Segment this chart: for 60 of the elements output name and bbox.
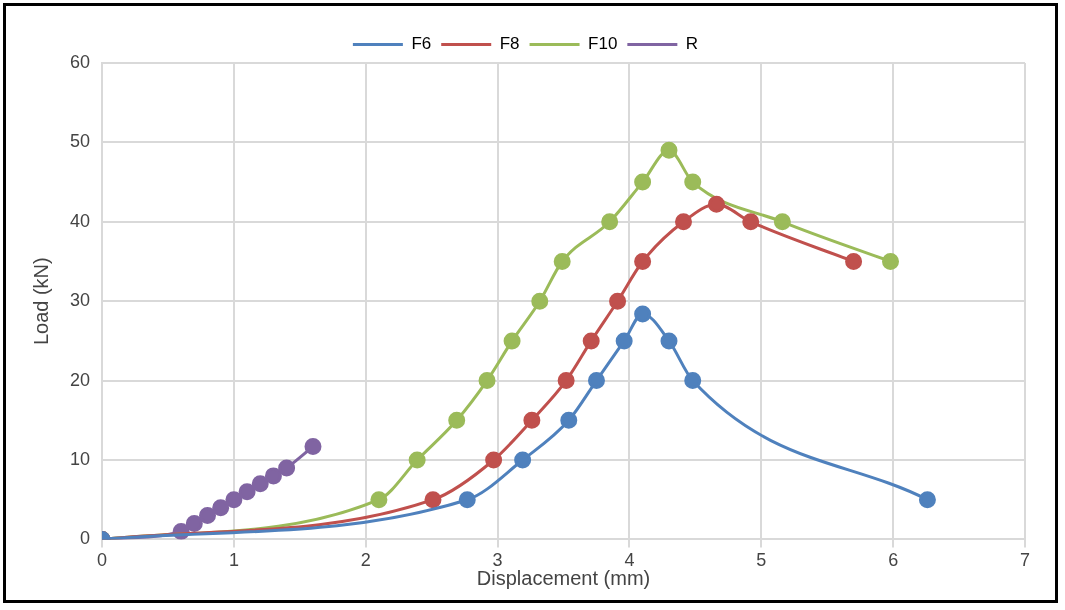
y-tick-label: 20 xyxy=(69,369,91,390)
point xyxy=(615,332,633,350)
point xyxy=(882,253,900,270)
point xyxy=(199,507,217,525)
point xyxy=(560,411,578,429)
point xyxy=(225,491,243,509)
point xyxy=(531,292,549,310)
x-tick-label: 1 xyxy=(228,550,239,571)
point xyxy=(587,372,605,390)
point xyxy=(634,173,652,191)
point xyxy=(238,483,256,501)
point xyxy=(601,213,619,231)
point xyxy=(684,173,702,191)
point xyxy=(523,411,541,429)
legend-label: R xyxy=(685,34,699,54)
legend-label: F8 xyxy=(499,34,520,54)
point xyxy=(557,372,575,390)
point xyxy=(485,451,503,469)
point xyxy=(773,213,791,231)
x-tick-label: 7 xyxy=(1019,550,1031,571)
point xyxy=(634,305,652,323)
y-tick-label: 60 xyxy=(69,51,91,72)
y-tick-label: 0 xyxy=(80,528,91,549)
point xyxy=(185,515,203,533)
x-tick-label: 5 xyxy=(756,550,767,571)
y-tick-label: 50 xyxy=(69,131,91,152)
point xyxy=(918,491,936,509)
y-tick-label: 30 xyxy=(69,290,91,311)
y-tick-label: 40 xyxy=(69,210,91,231)
point xyxy=(478,372,496,390)
point xyxy=(675,213,692,231)
legend-label: F10 xyxy=(588,34,618,54)
point xyxy=(634,253,652,270)
point xyxy=(424,491,442,509)
point xyxy=(684,372,702,390)
point xyxy=(660,141,678,159)
point xyxy=(742,213,760,231)
point xyxy=(660,332,678,350)
point xyxy=(609,292,627,310)
point xyxy=(582,332,600,350)
point xyxy=(370,491,388,509)
point xyxy=(458,491,476,509)
point xyxy=(251,475,269,493)
legend-label: F6 xyxy=(411,34,432,54)
point xyxy=(553,253,571,270)
point xyxy=(707,195,725,213)
point xyxy=(503,332,521,350)
point xyxy=(278,459,296,477)
x-tick-label: 0 xyxy=(97,550,108,571)
point xyxy=(212,499,230,517)
point xyxy=(448,411,466,429)
y-tick-label: 10 xyxy=(69,448,91,469)
point xyxy=(845,253,863,270)
point xyxy=(304,438,322,455)
point xyxy=(264,467,282,485)
point xyxy=(408,451,426,469)
y-axis-title: Load (kN) xyxy=(29,257,52,346)
x-tick-label: 6 xyxy=(888,550,899,571)
x-tick-label: 2 xyxy=(360,550,371,571)
point xyxy=(514,451,532,469)
